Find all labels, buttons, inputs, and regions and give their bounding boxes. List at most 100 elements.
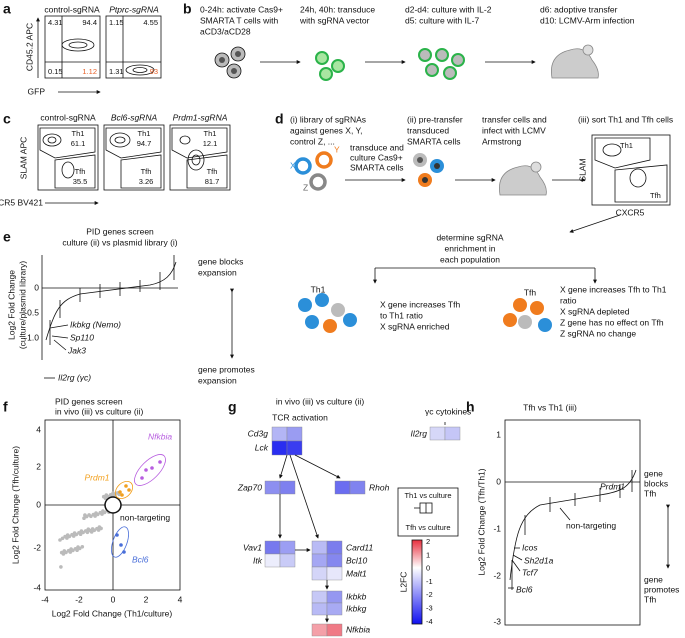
x-tick-label: 4 — [178, 594, 183, 604]
gate-value: 3.26 — [139, 177, 154, 186]
step-text: determine sgRNA — [436, 232, 503, 242]
quadrant-value: 94.4 — [82, 18, 97, 27]
quadrant-value: 1.15 — [109, 18, 124, 27]
gene-label: Bcl6 — [516, 584, 533, 594]
gate-name: Th1 — [620, 141, 633, 150]
panel-letter: c — [3, 111, 11, 127]
axis-label: Log2 Fold Change (Tfh/Th1) — [476, 468, 486, 575]
panel-letter: b — [183, 1, 192, 17]
gene-point — [79, 529, 84, 533]
population-title: Tfh — [524, 287, 537, 297]
gene-point — [83, 513, 87, 517]
y-tick-label: 0 — [496, 476, 501, 486]
gene-label: Il2rg (γc) — [58, 372, 91, 382]
gene-label: Prdm1 — [84, 472, 109, 482]
y-tick-label: -3 — [493, 616, 501, 626]
gate-value: 61.1 — [71, 139, 86, 148]
gene-point — [70, 532, 74, 537]
side-note: blocks — [644, 478, 668, 488]
step-text: enrichment in — [444, 243, 495, 253]
y-tick-label: 2 — [36, 461, 41, 471]
quadrant-value: 4.31 — [48, 18, 63, 27]
gate-value: 94.7 — [137, 139, 152, 148]
gene-label: Ikbkg — [346, 603, 367, 613]
gate-name: Tfh — [207, 167, 218, 176]
layout-shapes — [36, 15, 671, 637]
x-tick-label: -4 — [41, 594, 49, 604]
x-tick-label: 0 — [111, 594, 116, 604]
gene-label: Icos — [522, 542, 538, 552]
chart-title: PID genes screen — [55, 396, 123, 406]
gene-point — [69, 547, 73, 551]
result-note: X gene increases Tfh to Th1 — [560, 284, 667, 294]
step-text: infect with LCMV — [482, 125, 546, 135]
step-text: (i) library of sgRNAs — [290, 114, 366, 124]
side-note: gene promotes — [198, 364, 255, 374]
chart-title: in vivo (iii) vs culture (ii) — [55, 406, 143, 416]
gene-label: Card11 — [346, 542, 374, 552]
colorbar-tick: -3 — [426, 603, 433, 612]
axis-label: CXCR5 — [616, 207, 645, 217]
axis-label: SLAM — [577, 158, 587, 181]
gene-label: Tcf7 — [522, 567, 538, 577]
axis-label: CD45.2 APC — [24, 23, 34, 71]
step-text: SMARTA cells — [350, 162, 404, 172]
y-tick-label: -1 — [493, 523, 501, 533]
step-text: control Z, ... — [290, 136, 335, 146]
result-note: Z sgRNA no change — [560, 328, 636, 338]
result-note: X sgRNA depleted — [560, 306, 630, 316]
side-note: gene — [644, 574, 663, 584]
panel-letter: h — [466, 399, 475, 415]
gene-label: Nfkbia — [346, 624, 370, 634]
gene-label: Vav1 — [243, 542, 262, 552]
side-note: Tfh — [644, 594, 657, 604]
gene-letter: Y — [334, 144, 340, 154]
axis-label: GFP — [28, 86, 46, 96]
gene-point — [58, 538, 62, 542]
gene-point — [76, 545, 80, 549]
gene-point — [98, 510, 103, 515]
y-tick-label: 4 — [36, 424, 41, 434]
gene-point — [59, 550, 64, 555]
gene-label: Sp110 — [70, 332, 94, 342]
gene-label: Malt1 — [346, 568, 367, 578]
gate-value: 81.7 — [205, 177, 220, 186]
result-note: to Th1 ratio — [380, 310, 423, 320]
colorbar-tick: -1 — [426, 577, 433, 586]
gene-label: Prdm1 — [600, 481, 625, 491]
result-note: X gene increases Tfh — [380, 299, 460, 309]
step-text: SMARTA T cells with — [200, 15, 279, 25]
step-text: 0-24h: activate Cas9+ — [200, 4, 283, 14]
step-text: d5: culture with IL-7 — [405, 15, 479, 25]
step-text: (ii) pre-transfer — [407, 114, 463, 124]
step-text: d6: adoptive transfer — [540, 4, 618, 14]
step-text: transduced — [407, 125, 449, 135]
axis-label: Log2 Fold Change (Th1/culture) — [52, 608, 173, 618]
sample-title: control-sgRNA — [44, 4, 100, 14]
gene-point — [72, 531, 77, 535]
step-text: d2-d4: culture with IL-2 — [405, 4, 492, 14]
y-tick-label: -4 — [33, 582, 41, 592]
pathway-label: TCR activation — [272, 412, 328, 422]
chart-title: Tfh vs Th1 (iii) — [523, 402, 577, 412]
side-note: promotes — [644, 584, 679, 594]
gene-point — [101, 494, 106, 499]
gene-point — [101, 509, 105, 513]
quadrant-value: 1.31 — [109, 67, 124, 76]
step-text: culture Cas9+ — [350, 152, 403, 162]
colorbar-tick: 0 — [426, 564, 430, 573]
y-tick-label: -1.0 — [24, 332, 39, 342]
colorbar-tick: -4 — [426, 617, 433, 626]
y-tick-label: 1 — [496, 429, 501, 439]
colorbar-tick: 2 — [426, 537, 430, 546]
axis-label: SLAM APC — [18, 137, 28, 180]
gate-name: Th1 — [204, 129, 217, 138]
gene-point — [82, 516, 86, 520]
result-note: ratio — [560, 295, 577, 305]
step-text: d10: LCMV-Arm infection — [540, 15, 635, 25]
gene-letter: Z — [303, 182, 308, 192]
gate-name: Th1 — [72, 129, 85, 138]
axis-label: Log2 Fold Change — [6, 270, 16, 340]
panel-letter: e — [3, 229, 11, 245]
